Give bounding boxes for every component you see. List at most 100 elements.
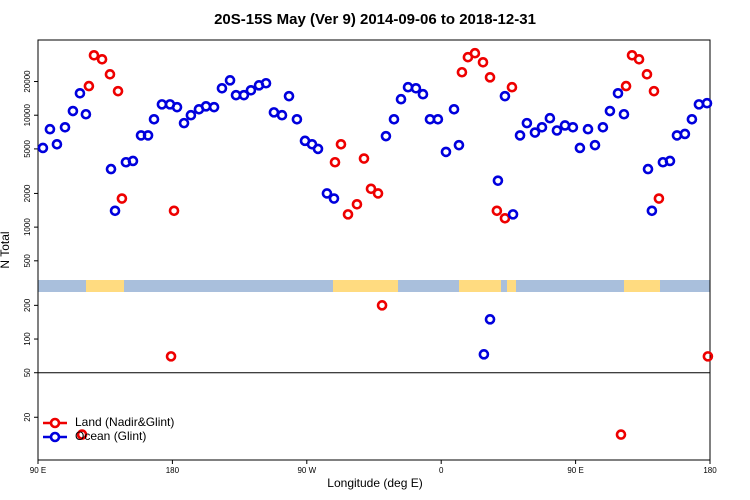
point (321, 188, 333, 199)
y-tick-label: 200 (23, 298, 32, 312)
point (582, 123, 594, 135)
point (148, 113, 160, 125)
y-tick-label: 20000 (23, 70, 32, 93)
surface-map-strip (38, 280, 710, 292)
point (456, 66, 468, 78)
point (701, 97, 713, 109)
point (105, 163, 117, 175)
point (646, 205, 658, 217)
point (484, 72, 496, 83)
x-axis-label: Longitude (deg E) (327, 476, 422, 490)
point (506, 81, 518, 93)
point (51, 138, 63, 150)
point (388, 113, 400, 125)
point (216, 82, 228, 94)
point (76, 429, 88, 440)
point (432, 113, 444, 125)
point (641, 69, 653, 80)
chart-title: 20S-15S May (Ver 9) 2014-09-06 to 2018-1… (214, 11, 536, 28)
point (238, 89, 250, 101)
point (633, 53, 645, 65)
point (478, 349, 490, 360)
point (283, 90, 295, 102)
legend-marker (49, 417, 61, 429)
point (499, 212, 511, 224)
y-tick-label: 5000 (23, 139, 32, 157)
point (642, 163, 654, 175)
y-tick-label: 100 (23, 332, 32, 346)
y-tick-label: 50 (23, 368, 32, 377)
point (37, 142, 49, 154)
point (529, 127, 541, 138)
point (127, 155, 139, 167)
point (653, 193, 665, 204)
legend: Land (Nadir&Glint)Ocean (Glint) (43, 415, 174, 443)
point (178, 117, 190, 129)
y-tick-label: 20 (23, 412, 32, 421)
point (112, 85, 124, 97)
point (342, 209, 354, 220)
point (686, 113, 698, 125)
point (380, 130, 392, 142)
point (88, 50, 100, 61)
point (544, 112, 556, 124)
point (142, 130, 154, 141)
point (551, 125, 563, 136)
y-axis-label: N Total (0, 231, 12, 268)
point (109, 205, 121, 217)
point (664, 155, 676, 167)
legend-label: Land (Nadir&Glint) (75, 415, 174, 429)
y-tick-label: 500 (23, 254, 32, 268)
point (514, 130, 526, 141)
y-tick-label: 10000 (23, 104, 32, 127)
point (291, 113, 303, 125)
point (567, 121, 579, 133)
x-tick-label: 0 (439, 466, 444, 475)
point (96, 53, 108, 65)
point (477, 57, 489, 68)
x-tick-label: 180 (166, 466, 180, 475)
point (620, 80, 632, 92)
point (224, 75, 236, 86)
point (171, 101, 183, 113)
point (589, 139, 601, 151)
plot-frame (37, 39, 711, 461)
point (185, 109, 197, 121)
point (507, 209, 519, 220)
point (648, 85, 660, 97)
point (208, 101, 220, 113)
y-tick-label: 2000 (23, 184, 32, 202)
point (453, 139, 465, 151)
point (604, 105, 616, 117)
point (59, 121, 71, 133)
point (574, 142, 586, 154)
point (165, 351, 177, 362)
x-tick-label: 180 (703, 466, 717, 475)
point (351, 198, 363, 210)
point (417, 88, 429, 100)
point (499, 90, 511, 102)
x-tick-label: 90 W (297, 466, 316, 475)
point (492, 175, 504, 186)
point (679, 128, 691, 140)
point (484, 314, 496, 325)
point (80, 108, 92, 120)
point (372, 188, 384, 199)
point (276, 109, 288, 121)
point (358, 153, 370, 164)
point (312, 143, 324, 155)
point (44, 123, 56, 135)
point (536, 121, 548, 133)
x-tick-label: 90 E (567, 466, 583, 475)
point (597, 121, 609, 133)
x-tick-label: 90 E (30, 466, 46, 475)
point (440, 146, 452, 158)
point (329, 156, 341, 168)
point (328, 193, 340, 204)
point (469, 47, 481, 59)
y-tick-label: 1000 (23, 218, 32, 236)
point (615, 429, 627, 440)
point (67, 105, 79, 117)
point (168, 205, 180, 217)
legend-marker (49, 431, 61, 443)
